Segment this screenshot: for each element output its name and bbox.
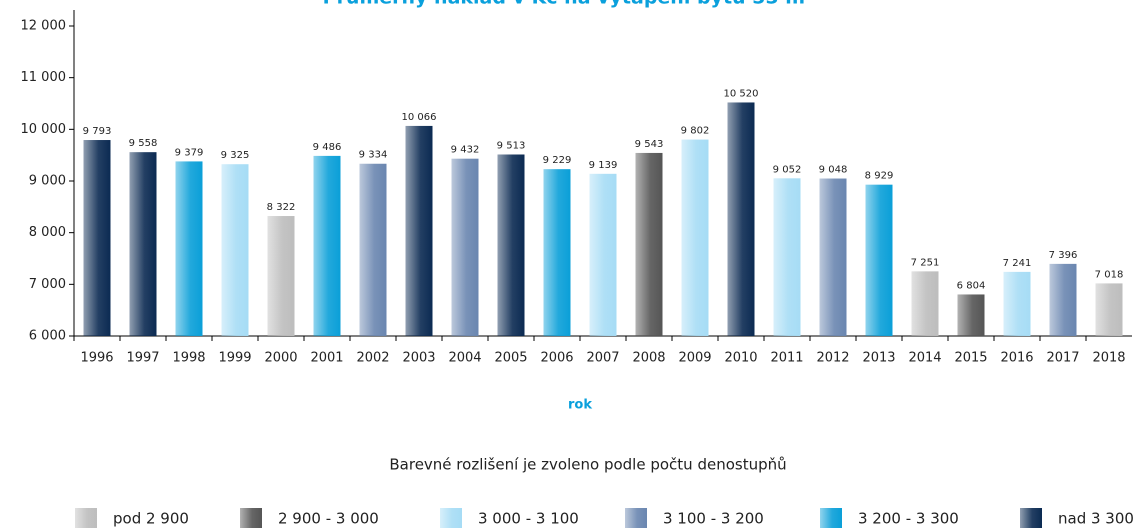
value-label: 9 048	[819, 165, 848, 176]
y-tick-label: 12 000	[21, 19, 67, 34]
bar	[175, 161, 203, 336]
legend-label: pod 2 900	[113, 510, 189, 528]
x-tick-label: 1999	[218, 351, 251, 366]
legend-swatch	[75, 508, 97, 528]
value-label: 9 052	[773, 164, 802, 175]
bar	[727, 102, 755, 336]
x-tick-label: 2003	[402, 351, 435, 366]
bar	[359, 163, 387, 336]
value-label: 9 543	[635, 139, 664, 150]
value-label: 9 379	[175, 147, 204, 158]
bar	[957, 294, 985, 336]
x-tick-label: 2012	[816, 351, 849, 366]
value-label: 9 432	[451, 145, 480, 156]
value-label: 7 018	[1095, 269, 1124, 280]
legend-label: 3 200 - 3 300	[858, 510, 959, 528]
legend-swatch	[240, 508, 262, 528]
x-tick-label: 2006	[540, 351, 573, 366]
legend-swatch	[625, 508, 647, 528]
y-tick-label: 6 000	[29, 329, 66, 344]
value-label: 8 322	[267, 202, 296, 213]
legend-label: 3 100 - 3 200	[663, 510, 764, 528]
x-tick-label: 2011	[770, 351, 803, 366]
bar	[589, 173, 617, 336]
x-tick-label: 2015	[954, 351, 987, 366]
x-tick-label: 2018	[1092, 351, 1125, 366]
bar	[635, 152, 663, 336]
value-label: 9 558	[129, 138, 158, 149]
bar	[1003, 271, 1031, 336]
x-tick-label: 2002	[356, 351, 389, 366]
bar	[819, 178, 847, 336]
bar	[773, 178, 801, 336]
value-label: 9 802	[681, 126, 710, 137]
legend-label: 2 900 - 3 000	[278, 510, 379, 528]
bar	[83, 140, 111, 336]
x-axis-label: rok	[568, 398, 592, 413]
value-label: 7 241	[1003, 258, 1032, 269]
y-tick-label: 9 000	[29, 174, 66, 189]
x-tick-label: 2008	[632, 351, 665, 366]
x-tick-label: 1998	[172, 351, 205, 366]
y-tick-label: 7 000	[29, 277, 66, 292]
bar	[405, 125, 433, 336]
value-label: 10 066	[402, 112, 437, 123]
y-tick-label: 10 000	[21, 122, 67, 137]
value-label: 9 334	[359, 150, 388, 161]
bar	[221, 164, 249, 336]
legend-swatch	[820, 508, 842, 528]
x-tick-label: 2010	[724, 351, 757, 366]
bar	[129, 152, 157, 336]
bar	[313, 155, 341, 336]
legend-label: 3 000 - 3 100	[478, 510, 579, 528]
value-label: 9 486	[313, 142, 342, 153]
value-label: 7 251	[911, 257, 940, 268]
x-tick-label: 2014	[908, 351, 941, 366]
x-tick-label: 2013	[862, 351, 895, 366]
value-label: 9 793	[83, 126, 112, 137]
chart-title: Průměrný náklad v Kč na vytápění bytu 55…	[323, 0, 814, 9]
bar	[681, 139, 709, 336]
x-tick-label: 2016	[1000, 351, 1033, 366]
y-tick-label: 11 000	[21, 70, 67, 85]
bar	[451, 158, 479, 336]
value-label: 9 325	[221, 150, 250, 161]
value-label: 9 139	[589, 160, 618, 171]
value-label: 10 520	[724, 88, 759, 99]
x-tick-label: 2001	[310, 351, 343, 366]
bar	[1095, 283, 1123, 336]
value-label: 9 513	[497, 140, 526, 151]
bar	[911, 271, 939, 336]
value-label: 8 929	[865, 171, 894, 182]
x-tick-label: 2005	[494, 351, 527, 366]
value-label: 6 804	[957, 280, 986, 291]
bar	[865, 184, 893, 336]
legend-swatch	[440, 508, 462, 528]
value-label: 7 396	[1049, 250, 1078, 261]
value-label: 9 229	[543, 155, 572, 166]
y-tick-label: 8 000	[29, 225, 66, 240]
x-tick-label: 1997	[126, 351, 159, 366]
note: Barevné rozlišení je zvoleno podle počtu…	[389, 456, 786, 474]
x-tick-label: 2009	[678, 351, 711, 366]
bar	[1049, 263, 1077, 336]
x-tick-label: 2000	[264, 351, 297, 366]
legend-label: nad 3 300	[1058, 510, 1134, 528]
x-tick-label: 2017	[1046, 351, 1079, 366]
x-tick-label: 2007	[586, 351, 619, 366]
bar	[543, 169, 571, 336]
x-tick-label: 1996	[80, 351, 113, 366]
legend-swatch	[1020, 508, 1042, 528]
bar	[497, 154, 525, 336]
bar	[267, 216, 295, 336]
x-tick-label: 2004	[448, 351, 481, 366]
